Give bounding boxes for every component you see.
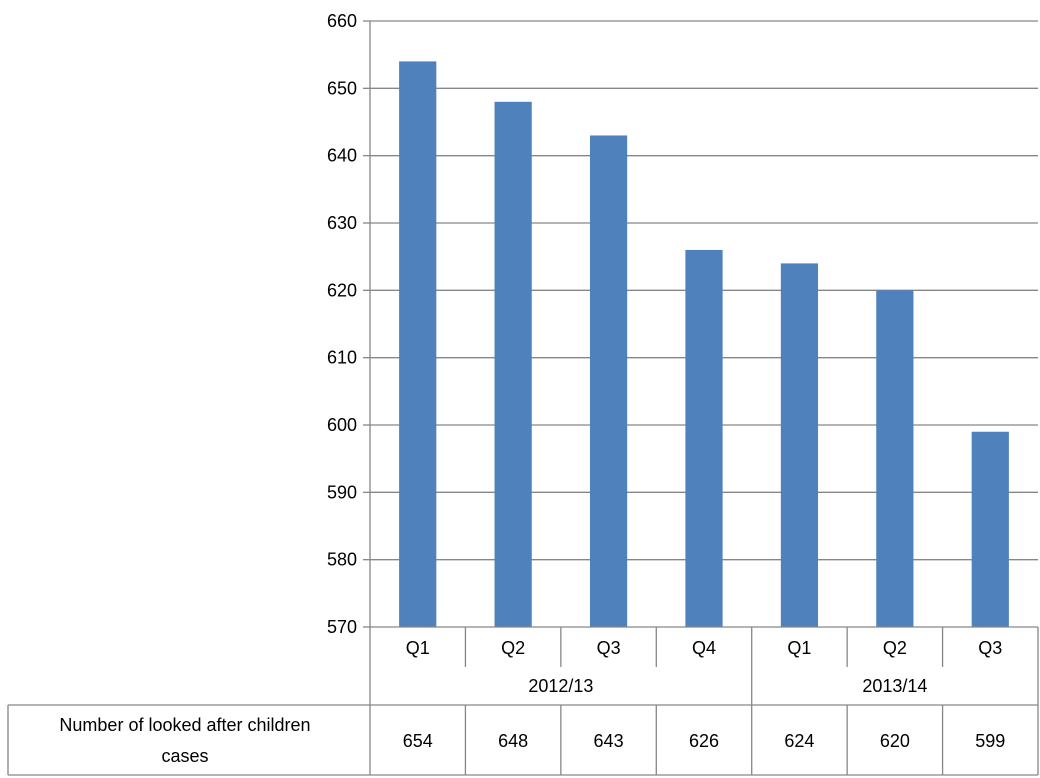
category-label: Q1 [406,638,430,658]
data-table-value: 643 [594,731,624,751]
data-table-value: 624 [784,731,814,751]
y-tick-label: 630 [327,213,357,233]
data-table-value: 654 [403,731,433,751]
data-table-value: 599 [975,731,1005,751]
data-table-value: 648 [498,731,528,751]
category-label: Q1 [787,638,811,658]
bar-q2-2 [494,101,532,628]
category-label: Q4 [692,638,716,658]
category-label: Q3 [978,638,1002,658]
y-tick-label: 570 [327,617,357,637]
y-tick-label: 650 [327,78,357,98]
group-label: 2013/14 [862,676,927,696]
y-tick-label: 590 [327,482,357,502]
bar-q3-7 [971,431,1009,627]
data-table-value: 620 [880,731,910,751]
y-tick-label: 620 [327,280,357,300]
bar-q1-1 [399,61,437,627]
data-table-row-label-line-1: Number of looked after children [59,715,310,735]
y-axis: 570 580 590 600 610 620 630 640 650 660 [327,11,371,637]
y-tick-label: 640 [327,146,357,166]
y-tick-label: 600 [327,415,357,435]
bars [399,61,1009,628]
category-label: Q3 [597,638,621,658]
bar-q4-4 [685,249,723,627]
data-table-value: 626 [689,731,719,751]
bar-q2-6 [876,290,914,627]
category-label: Q2 [501,638,525,658]
data-table-row-label-line-2: cases [161,746,208,766]
y-tick-label: 580 [327,550,357,570]
group-label: 2012/13 [528,676,593,696]
y-tick-label: 610 [327,348,357,368]
bar-q3-3 [589,135,628,627]
y-tick-label: 660 [327,11,357,31]
bar-q1-5 [780,263,819,627]
category-label: Q2 [883,638,907,658]
